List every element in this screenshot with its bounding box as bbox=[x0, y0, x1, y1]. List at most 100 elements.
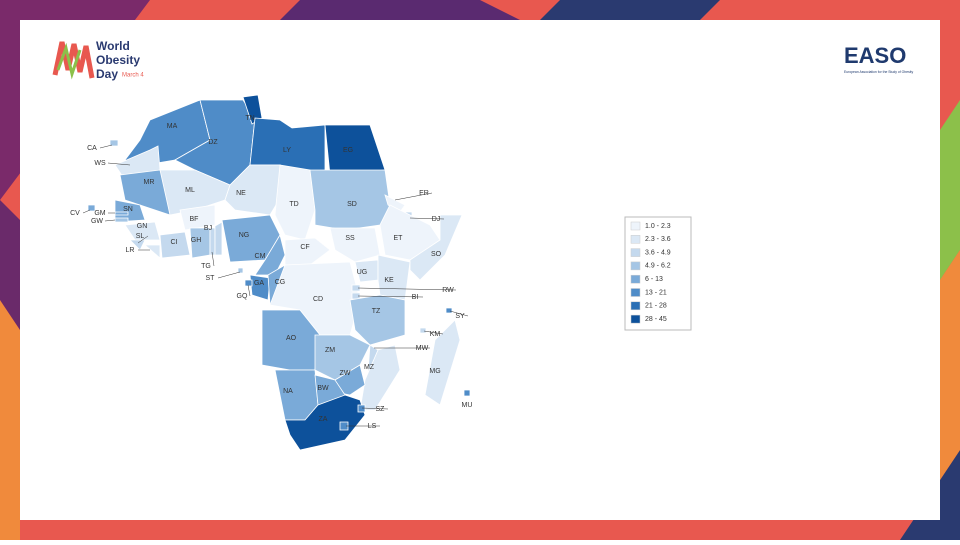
country-label: RW bbox=[442, 287, 454, 294]
country-shape bbox=[463, 389, 471, 397]
leader-line bbox=[357, 287, 457, 291]
country-label: GA bbox=[254, 280, 264, 287]
country-shape bbox=[359, 344, 401, 411]
country-shape bbox=[339, 421, 349, 431]
country-label: MG bbox=[429, 368, 440, 375]
logo-mark bbox=[52, 41, 95, 79]
country-shape bbox=[114, 211, 129, 216]
legend-label: 6 - 13 bbox=[645, 276, 663, 283]
country-label: NG bbox=[239, 232, 250, 239]
country-label: NE bbox=[236, 190, 246, 197]
country-label: MU bbox=[462, 402, 473, 409]
country-shape bbox=[249, 274, 271, 301]
country-label: LS bbox=[368, 423, 377, 430]
country-label: SD bbox=[347, 201, 357, 208]
country-label: UG bbox=[357, 269, 368, 276]
leader-line bbox=[107, 162, 131, 166]
country-shape bbox=[114, 217, 129, 223]
country-label: CF bbox=[300, 244, 309, 251]
country-label: TN bbox=[245, 115, 254, 122]
leader-line bbox=[357, 295, 424, 298]
logo-text: World bbox=[96, 39, 130, 53]
country-label: LR bbox=[126, 247, 135, 254]
legend-swatch bbox=[630, 274, 641, 284]
country-shape bbox=[284, 237, 331, 266]
country-label: CI bbox=[171, 239, 178, 246]
leader-line bbox=[104, 219, 116, 222]
country-label: GQ bbox=[237, 293, 248, 300]
border-shape bbox=[940, 250, 960, 480]
legend-label: 2.3 - 3.6 bbox=[645, 236, 671, 243]
leader-line bbox=[409, 217, 445, 220]
country-label: MW bbox=[416, 345, 429, 352]
country-label: BW bbox=[317, 385, 329, 392]
country-shape bbox=[357, 404, 366, 413]
country-label: GN bbox=[137, 223, 148, 230]
legend-label: 28 - 45 bbox=[645, 316, 667, 323]
country-label: TD bbox=[289, 201, 298, 208]
legend-label: 3.6 - 4.9 bbox=[645, 249, 671, 256]
partner-subtitle: European Association for the Study of Ob… bbox=[844, 70, 913, 74]
country-label: CM bbox=[255, 253, 266, 260]
legend-swatch bbox=[630, 288, 641, 297]
country-shape bbox=[349, 294, 406, 346]
country-label: CA bbox=[87, 145, 97, 152]
country-label: CV bbox=[70, 210, 80, 217]
country-label: ER bbox=[419, 190, 429, 197]
border-shape bbox=[540, 0, 720, 20]
logo-text: Obesity bbox=[96, 53, 140, 67]
country-shape bbox=[409, 214, 463, 281]
country-label: SS bbox=[345, 235, 355, 242]
legend-box bbox=[624, 216, 692, 331]
country-label: SL bbox=[136, 233, 145, 240]
country-label: ZW bbox=[340, 370, 351, 377]
country-shape bbox=[159, 231, 191, 259]
country-label: DJ bbox=[432, 216, 441, 223]
border-shape bbox=[0, 300, 20, 540]
logo: World Obesity Day March 4 bbox=[52, 39, 144, 81]
country-shape bbox=[445, 307, 453, 314]
country-label: NA bbox=[283, 388, 293, 395]
country-shape bbox=[351, 284, 361, 292]
country-label: EG bbox=[343, 147, 353, 154]
country-label: GH bbox=[191, 237, 202, 244]
country-label: TG bbox=[201, 263, 211, 270]
panel bbox=[20, 20, 940, 520]
country-label: GM bbox=[94, 210, 105, 217]
country-label: CG bbox=[275, 279, 286, 286]
country-label: SY bbox=[455, 313, 465, 320]
legend-swatch bbox=[630, 235, 641, 244]
country-label: MR bbox=[144, 179, 155, 186]
legend-label: 13 - 21 bbox=[645, 289, 667, 296]
legend-swatch bbox=[630, 261, 641, 271]
country-shape bbox=[254, 233, 286, 276]
partner-logo: EASO bbox=[844, 43, 906, 68]
country-shape bbox=[329, 227, 381, 263]
country-label: DZ bbox=[208, 139, 218, 146]
country-label: BF bbox=[190, 216, 199, 223]
legend-label: 4.9 - 6.2 bbox=[645, 263, 671, 270]
border-shape bbox=[0, 200, 20, 330]
leader-line bbox=[449, 310, 469, 317]
leader-line bbox=[99, 144, 113, 149]
leader-line bbox=[394, 192, 433, 201]
country-shape bbox=[242, 94, 263, 125]
legend-label: 1.0 - 2.3 bbox=[645, 223, 671, 230]
logo-mark bbox=[56, 42, 82, 80]
country-label: ST bbox=[206, 275, 216, 282]
leader-line bbox=[211, 251, 215, 267]
leader-line bbox=[82, 209, 91, 214]
country-label: TZ bbox=[372, 308, 381, 315]
country-label: MZ bbox=[364, 364, 375, 371]
country-label: SO bbox=[431, 251, 442, 258]
legend-swatch bbox=[630, 248, 641, 257]
leader-line bbox=[247, 284, 251, 297]
country-label: SN bbox=[123, 206, 133, 213]
legend-swatch bbox=[630, 301, 641, 311]
country-label: AO bbox=[286, 335, 297, 342]
country-shape bbox=[143, 244, 161, 259]
country-shape bbox=[109, 139, 119, 147]
country-shape bbox=[179, 204, 216, 231]
